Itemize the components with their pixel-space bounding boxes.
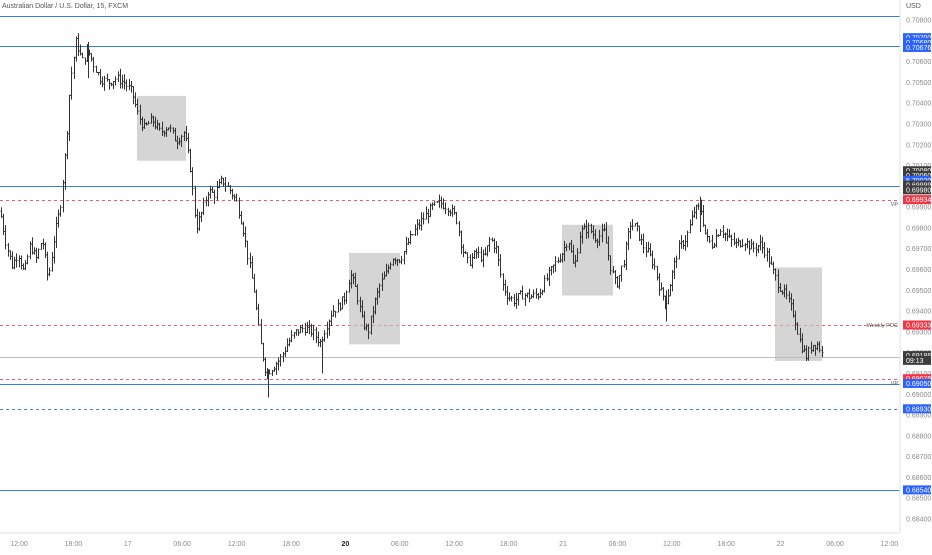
y-tick-3: 0.70500 [906, 80, 931, 87]
y-tick-22: 0.68600 [906, 475, 931, 482]
y-tick-13: 0.69500 [906, 288, 931, 295]
y-tick-14: 0.69400 [906, 309, 931, 316]
price-label-8: 0.69934 [906, 197, 931, 204]
y-tick-20: 0.68800 [906, 433, 931, 440]
price-label-box-10 [903, 351, 931, 361]
price-label-11: 09:13 [906, 358, 924, 365]
highlight-zones [137, 95, 822, 361]
candlesticks [0, 33, 824, 398]
x-tick-3: 06:00 [173, 541, 191, 548]
price-label-2: 0.70676 [906, 45, 931, 52]
x-tick-9: 18:00 [500, 541, 518, 548]
price-axis[interactable]: 0.708000.707000.706000.705000.704000.703… [899, 0, 931, 533]
y-tick-2: 0.70600 [906, 59, 931, 66]
x-tick-10: 21 [559, 541, 567, 548]
price-label-box-6 [903, 180, 931, 190]
x-tick-4: 12:00 [228, 541, 246, 548]
price-axis-labels: 0.707000.706800.706760.700800.700605.700… [903, 33, 931, 495]
price-label-box-11 [903, 355, 931, 365]
price-label-box-8 [903, 195, 931, 205]
level-note-1: Weekly POC [867, 323, 898, 329]
price-label-box-12 [903, 374, 931, 384]
price-label-9: 0.69333 [906, 323, 931, 330]
y-tick-23: 0.68500 [906, 496, 931, 503]
x-tick-16: 12:00 [881, 541, 899, 548]
price-label-14: 0.68930 [906, 406, 931, 413]
y-tick-12: 0.69600 [906, 267, 931, 274]
y-tick-9: 0.69900 [906, 205, 931, 212]
x-tick-1: 18:00 [65, 541, 83, 548]
y-tick-4: 0.70400 [906, 101, 931, 108]
y-tick-21: 0.68700 [906, 454, 931, 461]
y-tick-18: 0.69000 [906, 392, 931, 399]
x-tick-2: 17 [124, 541, 132, 548]
x-tick-11: 06:00 [609, 541, 627, 548]
y-tick-10: 0.69800 [906, 225, 931, 232]
x-tick-14: 22 [777, 541, 785, 548]
x-tick-5: 18:00 [282, 541, 300, 548]
y-tick-24: 0.68400 [906, 517, 931, 524]
price-label-box-7 [903, 185, 931, 195]
y-tick-15: 0.69300 [906, 329, 931, 336]
y-tick-6: 0.70200 [906, 142, 931, 149]
price-label-13: 0.69050 [906, 381, 931, 388]
x-tick-12: 12:00 [663, 541, 681, 548]
currency-label: USD [906, 3, 921, 10]
x-tick-15: 06:00 [826, 541, 844, 548]
time-axis[interactable]: 12:00 18:00 17 06:00 12:00 18:00 20 06:00 12:00 1… [0, 532, 900, 548]
price-label-box-4 [903, 171, 931, 181]
zone-1 [349, 252, 400, 345]
symbol-title: Australian Dollar / U.S. Dollar, 15, FXC… [2, 3, 129, 10]
zone-3 [775, 267, 822, 361]
y-tick-5: 0.70300 [906, 121, 931, 128]
y-tick-0: 0.70800 [906, 18, 931, 25]
level-note-0: VP [891, 202, 899, 208]
price-label-box-14 [903, 404, 931, 414]
x-tick-6: 20 [342, 541, 350, 548]
price-label-7: 0.69980 [906, 187, 931, 194]
price-label-box-13 [903, 378, 931, 388]
price-label-box-3 [903, 166, 931, 176]
price-label-box-5 [903, 175, 931, 185]
price-label-box-0 [903, 33, 931, 43]
y-tick-11: 0.69700 [906, 246, 931, 253]
x-tick-13: 18:00 [717, 541, 735, 548]
level-notes: VP Weekly POC VP [867, 202, 899, 387]
price-label-box-15 [903, 485, 931, 495]
price-label-box-9 [903, 320, 931, 330]
y-tick-19: 0.68900 [906, 413, 931, 420]
zone-2 [562, 224, 613, 296]
x-tick-8: 12:00 [445, 541, 463, 548]
horizontal-levels [0, 16, 900, 491]
price-label-15: 0.68540 [906, 487, 931, 494]
price-label-box-2 [903, 42, 931, 52]
level-note-2: VP [891, 381, 899, 387]
x-tick-0: 12:00 [10, 541, 28, 548]
price-label-box-1 [903, 37, 931, 47]
x-tick-7: 06:00 [391, 541, 409, 548]
